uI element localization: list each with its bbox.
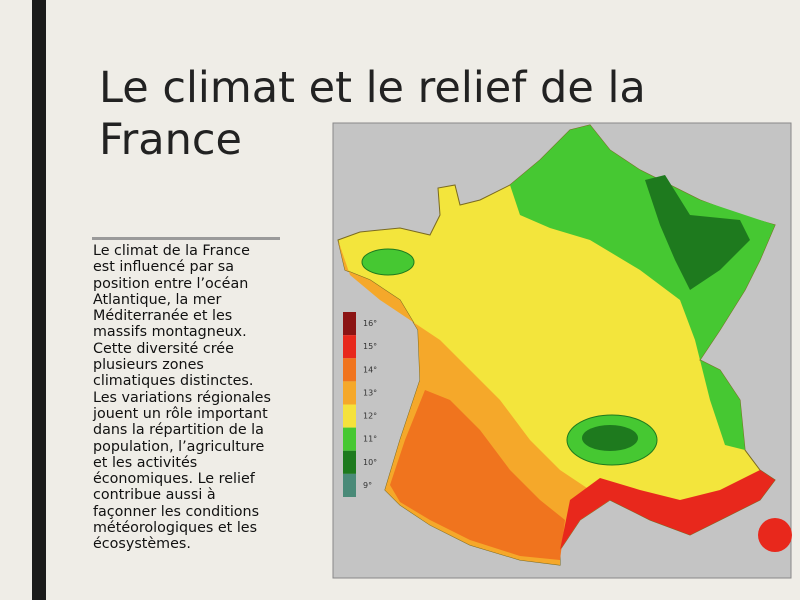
zone-deep-orange — [390, 390, 565, 560]
legend-swatch — [343, 381, 356, 405]
legend-swatch — [343, 473, 356, 497]
legend-label: 15° — [363, 342, 377, 351]
massif-central-core — [582, 425, 638, 451]
legend-swatch — [343, 427, 356, 451]
zone-green — [510, 125, 775, 450]
legend-swatch — [343, 358, 356, 382]
legend-swatch — [343, 335, 356, 359]
map-legend: 16° 15° 14° 13° 12° 11° 10° 9° — [343, 312, 377, 497]
legend-label: 11° — [363, 435, 377, 444]
legend-swatch — [343, 312, 356, 336]
zone-red — [560, 470, 775, 550]
legend-label: 10° — [363, 458, 377, 467]
corsica — [758, 518, 792, 552]
legend-label: 12° — [363, 412, 377, 421]
slide-title: Le climat et le relief de la France — [99, 63, 646, 165]
legend-swatch — [343, 450, 356, 474]
legend-label: 13° — [363, 388, 377, 397]
legend-label: 9° — [363, 481, 372, 490]
legend-swatch — [343, 404, 356, 428]
divider — [92, 237, 280, 240]
accent-bar — [32, 0, 46, 600]
body-text: Le climat de la France est influencé par… — [93, 243, 271, 553]
legend-label: 14° — [363, 365, 377, 374]
brittany-zone — [361, 248, 415, 276]
zone-dark-green — [645, 175, 750, 290]
legend-label: 16° — [363, 319, 377, 328]
